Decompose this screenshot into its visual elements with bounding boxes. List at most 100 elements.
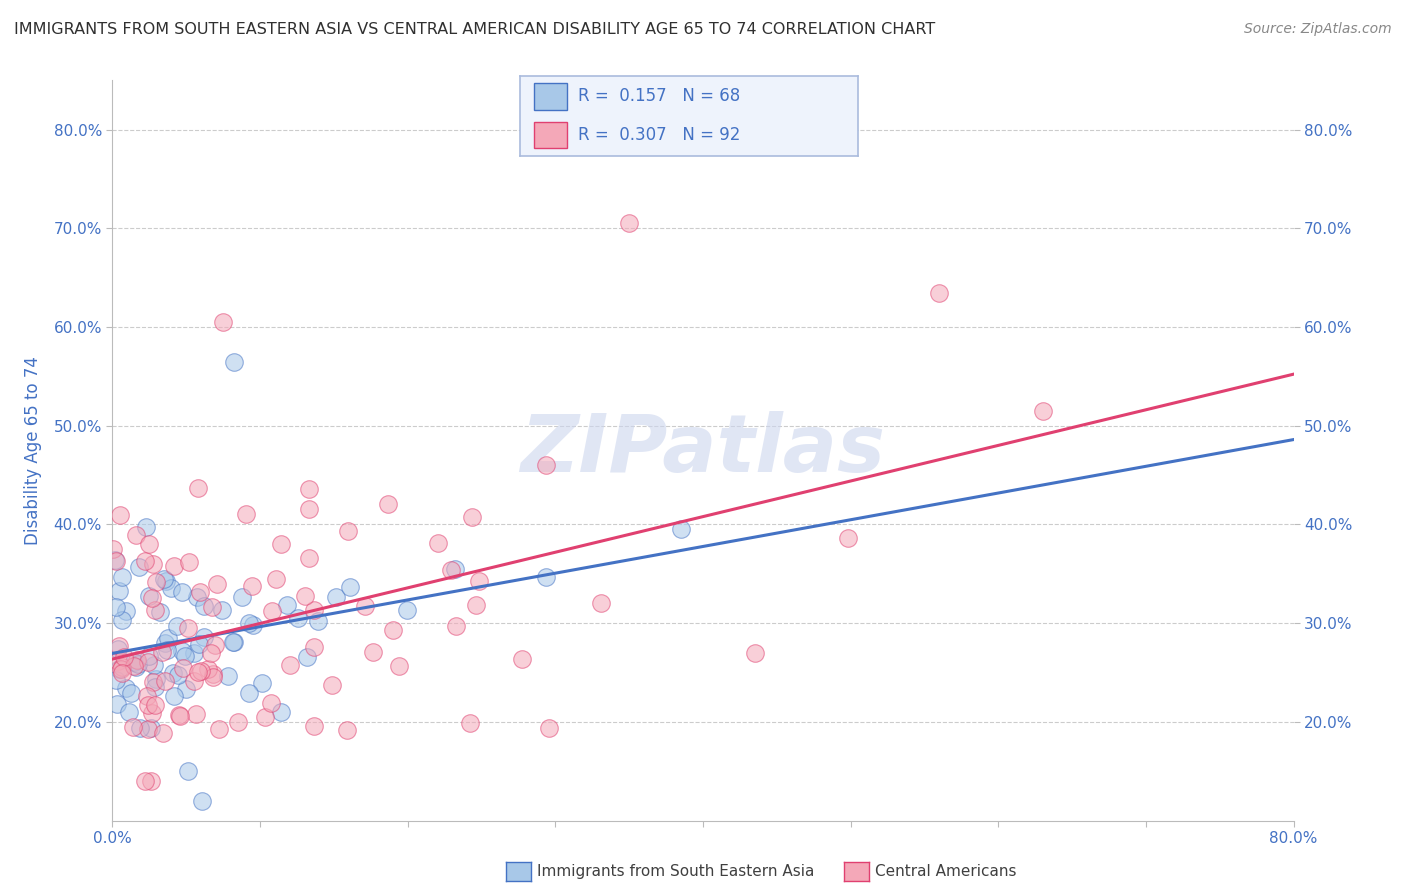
Point	[167, 708, 190, 723]
Y-axis label: Disability Age 65 to 74: Disability Age 65 to 74	[24, 356, 42, 545]
Point	[536, 570, 558, 584]
Point	[143, 680, 166, 694]
Point	[107, 654, 129, 668]
Point	[177, 555, 200, 569]
Point	[111, 613, 134, 627]
Point	[108, 661, 131, 675]
Point	[208, 722, 231, 736]
Text: R =  0.157   N = 68: R = 0.157 N = 68	[578, 87, 740, 105]
Point	[440, 563, 463, 577]
Point	[302, 640, 325, 655]
Point	[235, 508, 257, 522]
Point	[260, 696, 283, 710]
Point	[125, 527, 148, 541]
Point	[104, 554, 127, 568]
Point	[325, 590, 347, 604]
Point	[141, 706, 163, 721]
Point	[460, 510, 482, 524]
Point	[177, 621, 200, 635]
Point	[183, 674, 205, 689]
Point	[307, 614, 329, 628]
Point	[186, 706, 208, 721]
Point	[468, 574, 491, 588]
Point	[104, 553, 127, 567]
Point	[153, 674, 176, 689]
Point	[211, 603, 233, 617]
Point	[222, 635, 245, 649]
Point	[928, 285, 950, 300]
Point	[460, 715, 482, 730]
Point	[464, 599, 486, 613]
Point	[294, 589, 316, 603]
Point	[212, 315, 235, 329]
Point	[112, 650, 135, 665]
Point	[162, 558, 184, 573]
Point	[187, 482, 209, 496]
Point	[183, 646, 205, 660]
Point	[201, 667, 224, 681]
Point	[396, 603, 419, 617]
Point	[136, 698, 159, 712]
Point	[101, 541, 124, 556]
Point	[231, 590, 253, 604]
Text: Central Americans: Central Americans	[875, 864, 1017, 879]
Point	[174, 648, 197, 663]
Point	[187, 665, 209, 679]
Point	[744, 646, 766, 660]
Point	[298, 482, 321, 496]
Point	[537, 721, 560, 735]
Point	[837, 531, 859, 545]
Point	[163, 689, 186, 703]
Point	[353, 599, 375, 613]
Text: Immigrants from South Eastern Asia: Immigrants from South Eastern Asia	[537, 864, 814, 879]
Point	[295, 649, 318, 664]
Point	[138, 590, 160, 604]
Point	[135, 520, 157, 534]
Point	[122, 655, 145, 669]
Point	[120, 686, 142, 700]
Point	[298, 502, 321, 516]
Point	[152, 725, 174, 739]
Point	[145, 672, 167, 686]
Point	[363, 645, 385, 659]
Point	[222, 635, 245, 649]
Point	[166, 619, 188, 633]
Point	[278, 658, 301, 673]
Point	[172, 644, 194, 658]
Point	[111, 569, 134, 583]
Point	[619, 216, 641, 230]
Point	[169, 709, 191, 723]
Point	[108, 640, 131, 654]
Point	[228, 714, 250, 729]
Point	[510, 651, 533, 665]
Point	[427, 536, 450, 550]
Point	[141, 591, 163, 605]
Point	[377, 496, 399, 510]
Point	[143, 603, 166, 617]
Point	[222, 354, 245, 368]
Point	[302, 719, 325, 733]
Point	[250, 675, 273, 690]
Point	[149, 605, 172, 619]
Point	[276, 598, 298, 612]
Point	[205, 577, 228, 591]
Text: ZIPatlas: ZIPatlas	[520, 411, 886, 490]
Point	[190, 794, 212, 808]
Point	[287, 611, 309, 625]
Point	[190, 665, 212, 679]
Point	[134, 774, 156, 789]
Point	[141, 674, 163, 689]
Point	[145, 575, 167, 590]
Point	[262, 604, 284, 618]
Point	[170, 585, 193, 599]
Point	[177, 764, 200, 778]
Point	[238, 686, 260, 700]
Point	[298, 550, 321, 565]
Point	[155, 574, 177, 588]
Point	[136, 655, 159, 669]
Point	[242, 617, 264, 632]
Point	[143, 657, 166, 672]
Point	[167, 668, 190, 682]
Point	[176, 681, 198, 696]
Point	[150, 645, 173, 659]
